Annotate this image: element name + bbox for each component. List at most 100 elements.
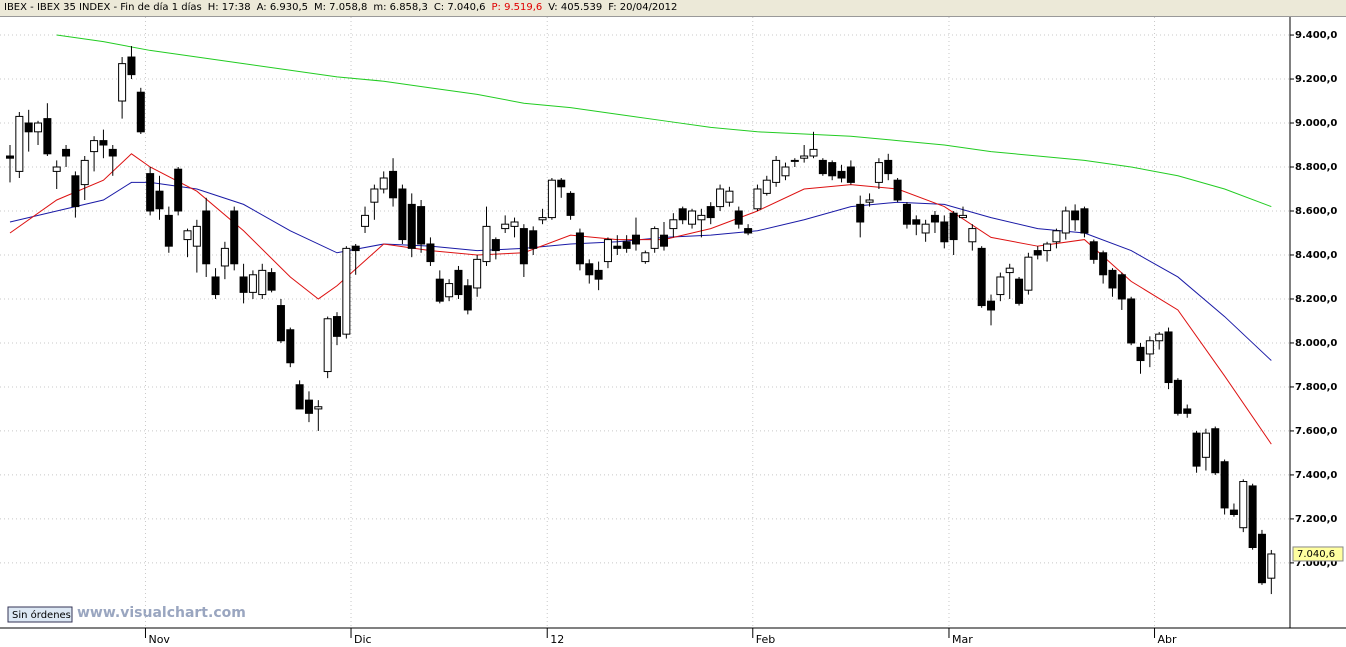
candle-body (407, 203, 416, 249)
x-tick-label: Feb (756, 633, 775, 646)
candle-body (1080, 208, 1089, 234)
candle-body (865, 199, 874, 203)
candle-body (977, 247, 986, 307)
candle-body (1145, 340, 1154, 355)
candle-body (1033, 250, 1042, 256)
candle-body (622, 241, 631, 249)
candle-body (473, 258, 482, 289)
header-bar: IBEX - IBEX 35 INDEX - Fin de día 1 días… (0, 0, 1346, 17)
candle-body (136, 91, 145, 133)
candle-body (921, 223, 930, 234)
candle-body (912, 219, 921, 225)
candle-body (1164, 331, 1173, 384)
candle-body (510, 221, 519, 227)
candle-body (706, 206, 715, 219)
candle-body (603, 239, 612, 263)
candle-body (230, 210, 239, 265)
y-tick-label: 8.400,0 (1295, 250, 1337, 261)
candle-body (304, 399, 313, 414)
candle-body (211, 276, 220, 296)
candle-body (575, 232, 584, 265)
y-tick-label: 7.400,0 (1295, 470, 1337, 481)
candle-body (1257, 533, 1266, 584)
candle-body (1052, 230, 1061, 243)
header-item: P: 9.519,6 (491, 2, 543, 13)
candle-body (417, 206, 426, 245)
header-item: V: 405.539 (548, 2, 603, 13)
candle-body (631, 234, 640, 245)
y-tick-label: 9.200,0 (1295, 74, 1337, 85)
candle-body (790, 159, 799, 162)
candle-body (1220, 461, 1229, 509)
orders-label[interactable]: Sin órdenes (12, 609, 71, 621)
candle-body (734, 210, 743, 225)
candle-body (1239, 481, 1248, 529)
candle-body (902, 203, 911, 225)
candle-body (323, 318, 332, 373)
y-tick-label: 8.200,0 (1295, 294, 1337, 305)
candle-body (1061, 210, 1070, 234)
price-axis-bg (1290, 17, 1346, 628)
candle-body (370, 188, 379, 203)
candle-body (519, 228, 528, 265)
candle-body (772, 159, 781, 183)
candle-body (874, 162, 883, 183)
candle-body (1024, 256, 1033, 291)
candle-body (958, 214, 967, 219)
y-tick-label: 8.800,0 (1295, 162, 1337, 173)
candle-body (753, 188, 762, 210)
y-tick-label: 7.000,0 (1295, 558, 1337, 569)
candle-body (445, 283, 454, 298)
header-item: C: 7.040,6 (433, 2, 486, 13)
candle-body (968, 228, 977, 243)
candle-body (361, 214, 370, 227)
candle-body (557, 179, 566, 188)
candle-body (482, 225, 491, 263)
candle-body (856, 203, 865, 223)
candle-body (940, 221, 949, 243)
candle-body (828, 162, 837, 177)
header-item: F: 20/04/2012 (608, 2, 678, 13)
candle-body (80, 159, 89, 186)
candle-body (613, 245, 622, 249)
candle-body (641, 252, 650, 263)
candle-body (220, 247, 229, 267)
x-tick-label: 12 (550, 633, 564, 646)
candle-body (1136, 346, 1145, 362)
candle-body (174, 168, 183, 212)
candle-body (1155, 333, 1164, 342)
candle-body (1117, 274, 1126, 300)
candle-body (660, 234, 669, 247)
candle-body (716, 188, 725, 208)
moving-average (56, 34, 1272, 208)
x-tick-label: Mar (952, 633, 973, 646)
y-tick-label: 9.400,0 (1295, 30, 1337, 41)
candle-body (295, 384, 304, 410)
candle-body (744, 228, 753, 234)
candle-body (118, 63, 127, 102)
candle-body (1183, 408, 1192, 414)
candle-body (267, 272, 276, 291)
candle-body (762, 179, 771, 194)
last-price-label: 7.040,6 (1297, 549, 1335, 560)
candle-body (566, 192, 575, 216)
candle-body (43, 118, 52, 155)
candle-body (34, 122, 43, 133)
candle-body (1201, 432, 1210, 458)
candle-body (846, 166, 855, 183)
orders-box[interactable] (7, 606, 73, 623)
candle-body (239, 276, 248, 293)
candle-body (99, 140, 108, 146)
candle-body (1173, 379, 1182, 414)
candle-body (379, 177, 388, 190)
x-tick-label: Dic (354, 633, 372, 646)
candle-body (725, 190, 734, 203)
grid (0, 17, 1290, 628)
candle-body (678, 208, 687, 221)
candle-body (501, 223, 510, 230)
candle-body (893, 179, 902, 201)
candle-body (426, 243, 435, 263)
candle-body (164, 214, 173, 247)
candle-body (809, 148, 818, 157)
